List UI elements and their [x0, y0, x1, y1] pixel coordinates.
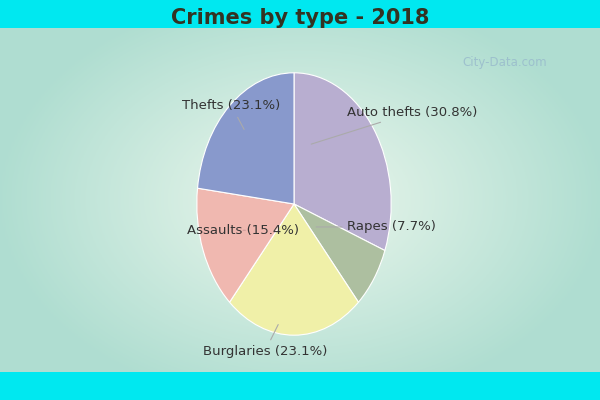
Text: City-Data.com: City-Data.com	[462, 56, 547, 69]
Text: Assaults (15.4%): Assaults (15.4%)	[187, 224, 299, 237]
Wedge shape	[294, 73, 391, 250]
Text: Rapes (7.7%): Rapes (7.7%)	[316, 220, 436, 234]
Wedge shape	[230, 204, 358, 335]
Text: Auto thefts (30.8%): Auto thefts (30.8%)	[311, 106, 478, 144]
Wedge shape	[197, 73, 294, 204]
Wedge shape	[197, 188, 294, 302]
Wedge shape	[294, 204, 385, 302]
Text: Burglaries (23.1%): Burglaries (23.1%)	[203, 324, 327, 358]
Text: Thefts (23.1%): Thefts (23.1%)	[182, 99, 280, 129]
Text: Crimes by type - 2018: Crimes by type - 2018	[171, 8, 429, 28]
